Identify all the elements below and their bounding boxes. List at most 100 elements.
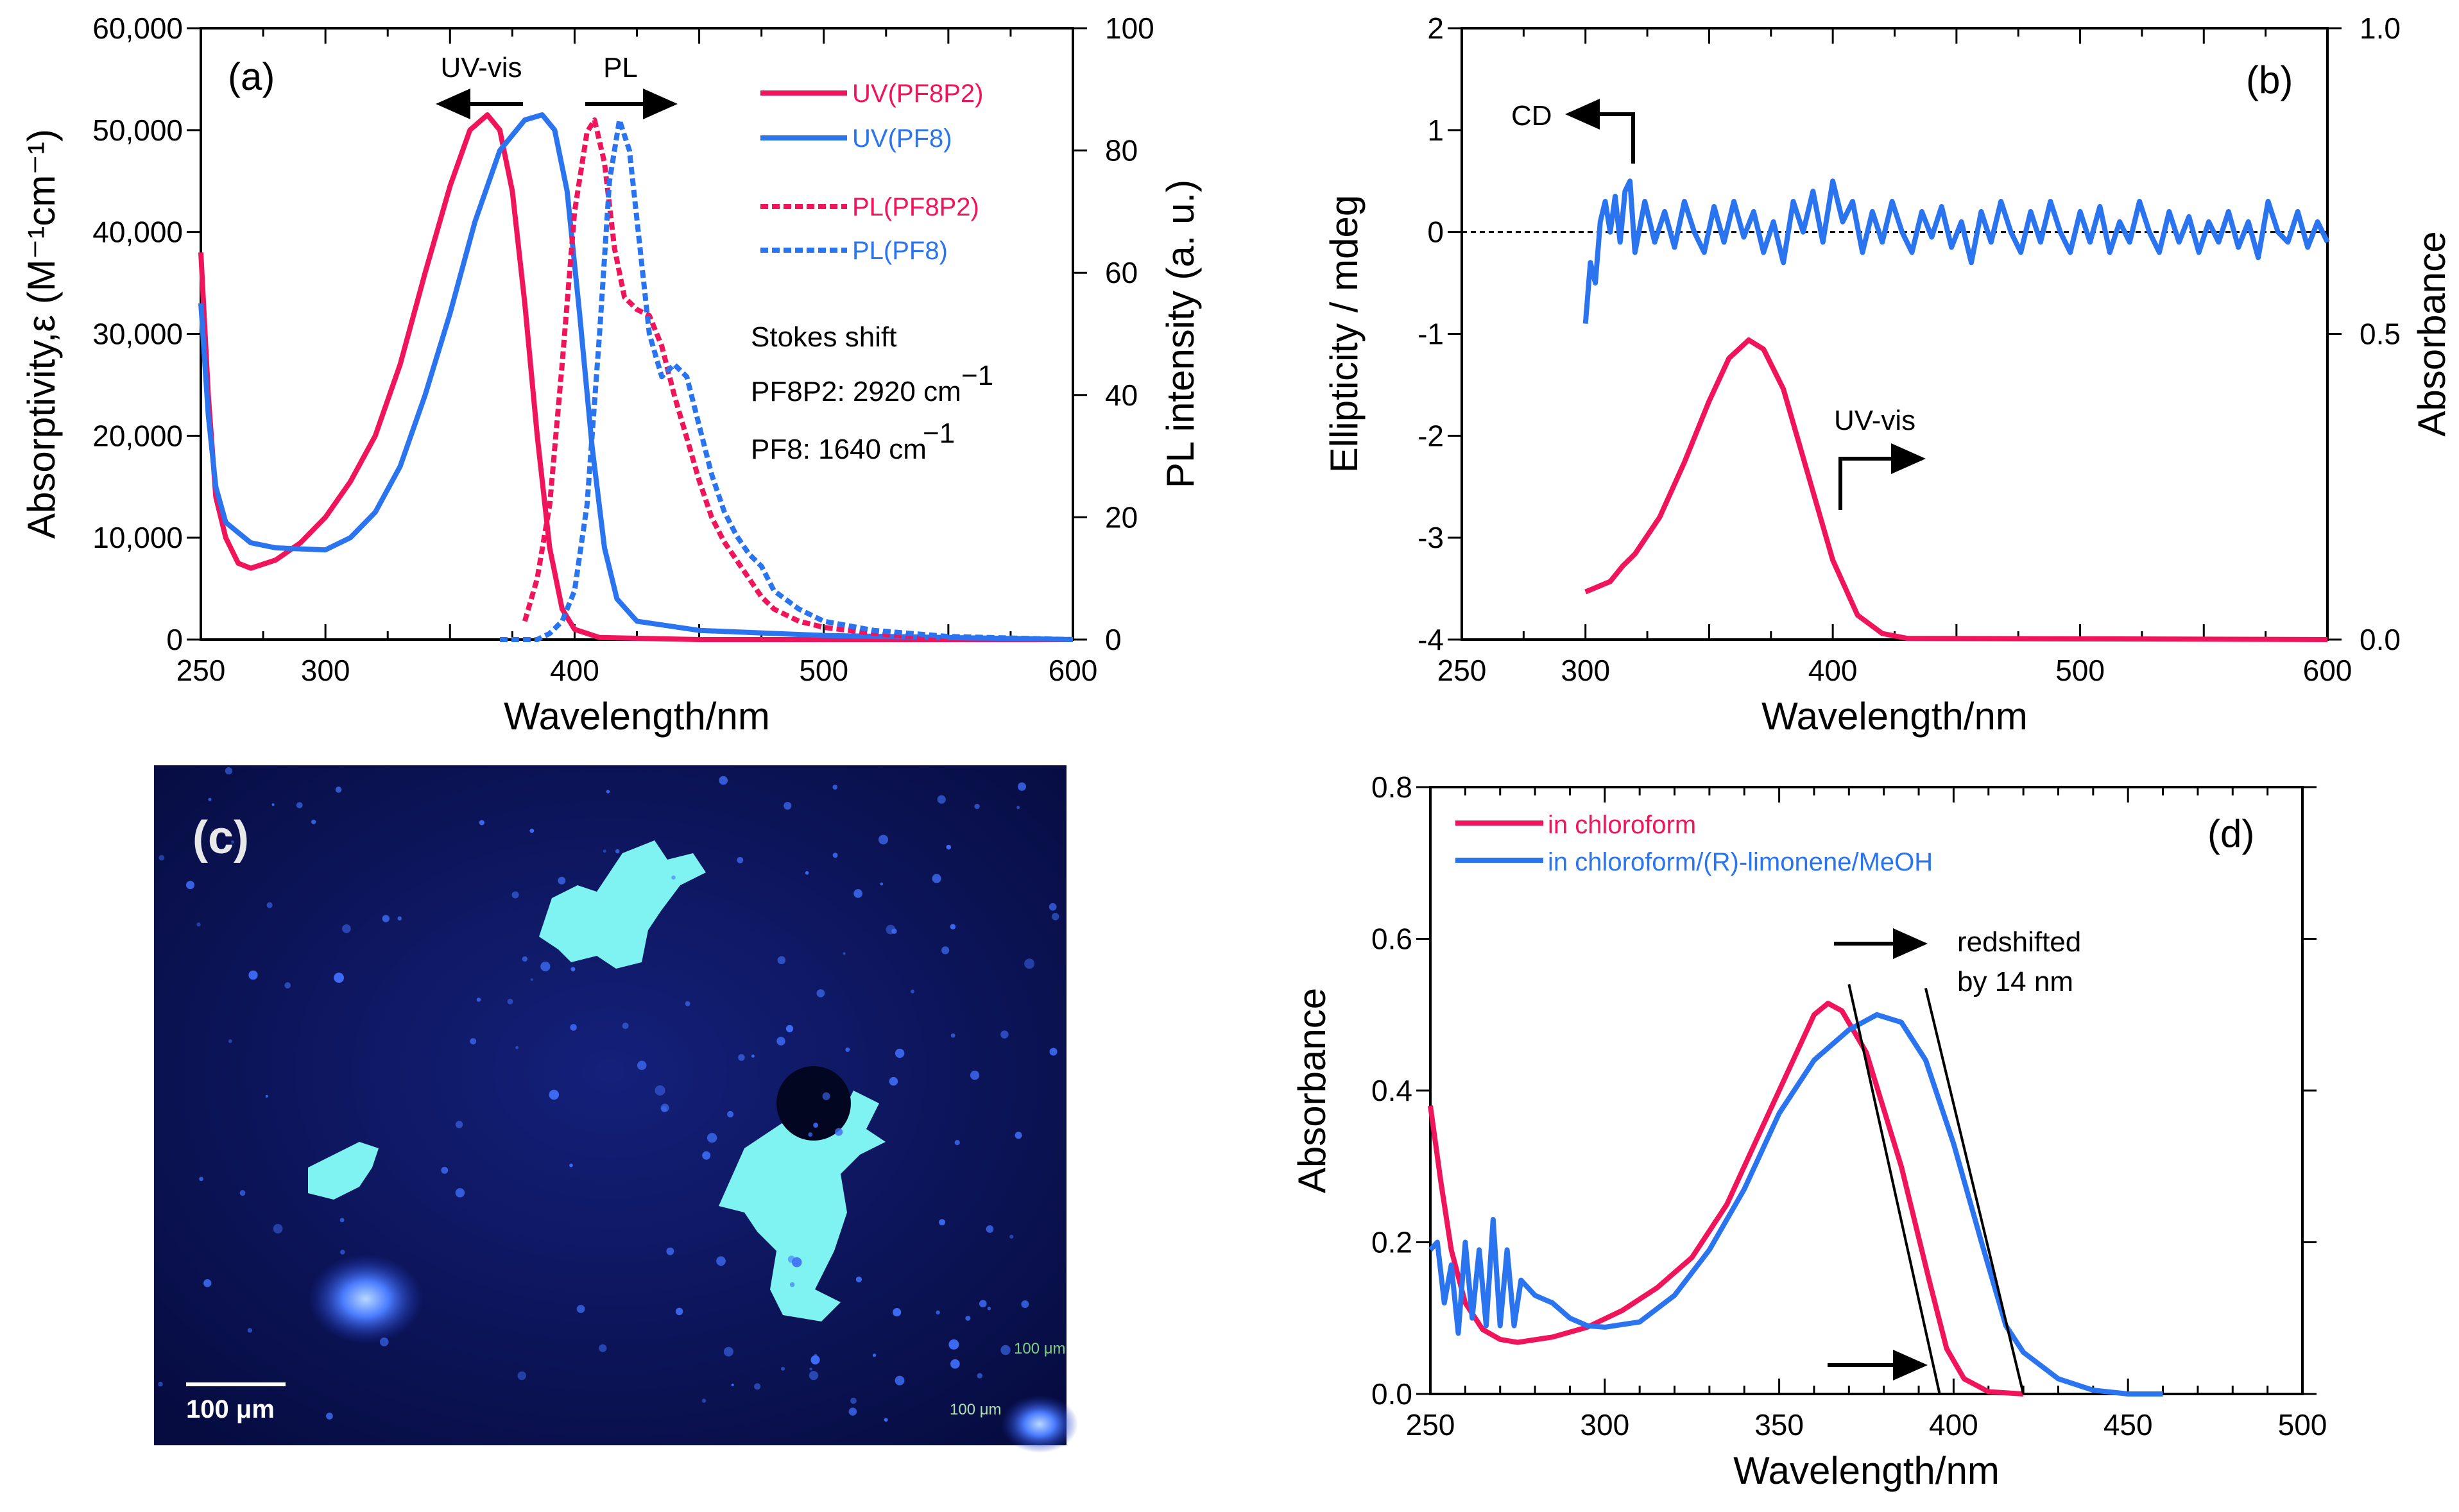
y2-tick-label: 80 xyxy=(1105,134,1138,167)
speckle xyxy=(203,1278,212,1287)
speckle xyxy=(932,874,941,883)
dark-bubble xyxy=(776,1066,851,1141)
speckle xyxy=(247,1328,252,1333)
speckle xyxy=(660,1103,669,1112)
speckle xyxy=(441,1166,449,1174)
speckle xyxy=(848,1407,857,1416)
speckle xyxy=(808,1132,813,1137)
speckle xyxy=(784,801,792,810)
x-axis-label: Wavelength/nm xyxy=(1761,695,2028,738)
speckle xyxy=(266,902,273,908)
y-tick-label: 50,000 xyxy=(92,114,183,147)
speckle xyxy=(941,946,950,955)
speckle xyxy=(671,875,676,880)
superscript: −1 xyxy=(961,360,993,391)
y2-tick-label: 20 xyxy=(1105,500,1138,534)
speckle xyxy=(1016,806,1020,810)
overlay-scale-label: 100 μm xyxy=(1014,1340,1066,1357)
speckle xyxy=(816,989,825,998)
x-tick-label: 400 xyxy=(1929,1408,1978,1441)
x-tick-label: 450 xyxy=(2103,1408,2153,1441)
speckle xyxy=(731,1383,734,1387)
speckle xyxy=(813,1123,819,1128)
x-tick-label: 350 xyxy=(1754,1408,1804,1441)
y-tick-label: 0.4 xyxy=(1371,1074,1412,1107)
x-tick-label: 400 xyxy=(550,654,599,687)
speckle xyxy=(977,1373,983,1379)
y2-tick-label: 40 xyxy=(1105,378,1138,412)
speckle xyxy=(208,797,212,801)
speckle xyxy=(225,767,233,775)
speckle xyxy=(606,790,610,794)
speckle xyxy=(986,1225,994,1233)
speckle xyxy=(822,1092,830,1101)
plot-frame xyxy=(1461,27,2329,641)
speckle xyxy=(470,1038,477,1045)
speckle xyxy=(479,820,484,826)
speckle xyxy=(637,1060,647,1070)
speckle xyxy=(979,1300,987,1307)
micrograph-background xyxy=(154,765,1067,1445)
speckle xyxy=(737,856,744,863)
speckle xyxy=(185,881,195,890)
speckle xyxy=(570,1024,577,1031)
speckle xyxy=(785,1024,794,1033)
y2-tick-label: 1.0 xyxy=(2360,12,2401,45)
speckle xyxy=(843,952,846,955)
x-tick-label: 300 xyxy=(1580,1408,1629,1441)
speckle xyxy=(895,1048,905,1058)
y-tick-label: 30,000 xyxy=(92,318,183,351)
speckle xyxy=(946,844,952,850)
speckle xyxy=(895,1375,905,1386)
speckle xyxy=(1000,1030,1009,1039)
speckle xyxy=(549,1089,560,1100)
redshift-annotation: redshifted xyxy=(1957,926,2081,958)
speckle xyxy=(675,1307,683,1316)
x-tick-label: 300 xyxy=(301,654,350,687)
y-tick-label: 20,000 xyxy=(92,419,183,452)
y-tick-label: -3 xyxy=(1418,521,1444,554)
speckle xyxy=(382,915,390,922)
x-tick-label: 500 xyxy=(2278,1408,2327,1441)
speckle xyxy=(716,1256,726,1266)
speckle xyxy=(1015,1132,1022,1139)
speckle xyxy=(196,922,201,927)
arrow-left-icon xyxy=(1565,99,1635,164)
y-tick-label: 2 xyxy=(1427,12,1444,45)
panel-label-b: (b) xyxy=(2246,58,2293,101)
x-tick-label: 600 xyxy=(1049,654,1098,687)
speckle xyxy=(1021,1300,1029,1308)
speckle xyxy=(515,1046,519,1049)
speckle xyxy=(273,1224,283,1234)
speckle xyxy=(334,973,344,983)
speckle xyxy=(540,962,551,972)
pl-annotation: PL xyxy=(603,52,638,83)
speckle xyxy=(702,1151,711,1160)
y-tick-label: 0.6 xyxy=(1371,922,1412,956)
x-tick-label: 300 xyxy=(1561,654,1610,687)
superscript: −1 xyxy=(923,418,955,449)
x-tick-label: 250 xyxy=(1437,654,1487,687)
speckle xyxy=(970,1070,980,1080)
speckle xyxy=(325,1413,333,1420)
y-tick-label: -2 xyxy=(1418,419,1444,452)
y2-tick-label: 100 xyxy=(1105,12,1154,45)
speckle xyxy=(265,1094,268,1098)
y-axis-label: Absorptivity,ε (M⁻¹cm⁻¹) xyxy=(20,129,63,539)
speckle xyxy=(889,1076,898,1086)
y2-tick-label: 60 xyxy=(1105,256,1138,289)
speckle xyxy=(850,1397,857,1404)
speckle xyxy=(754,1383,761,1390)
y-tick-label: 60,000 xyxy=(92,12,183,45)
speckle xyxy=(707,1133,717,1143)
speckle xyxy=(810,1355,820,1364)
y-axis-label: Absorbance xyxy=(1290,988,1333,1193)
speckle xyxy=(884,1418,888,1422)
speckle xyxy=(569,1163,573,1168)
speckle xyxy=(655,1085,665,1096)
glow-spot xyxy=(1001,1395,1078,1453)
speckle xyxy=(476,998,481,1002)
y-tick-label: 0 xyxy=(1427,216,1444,249)
speckle xyxy=(1049,903,1057,911)
speckle xyxy=(517,1371,527,1380)
